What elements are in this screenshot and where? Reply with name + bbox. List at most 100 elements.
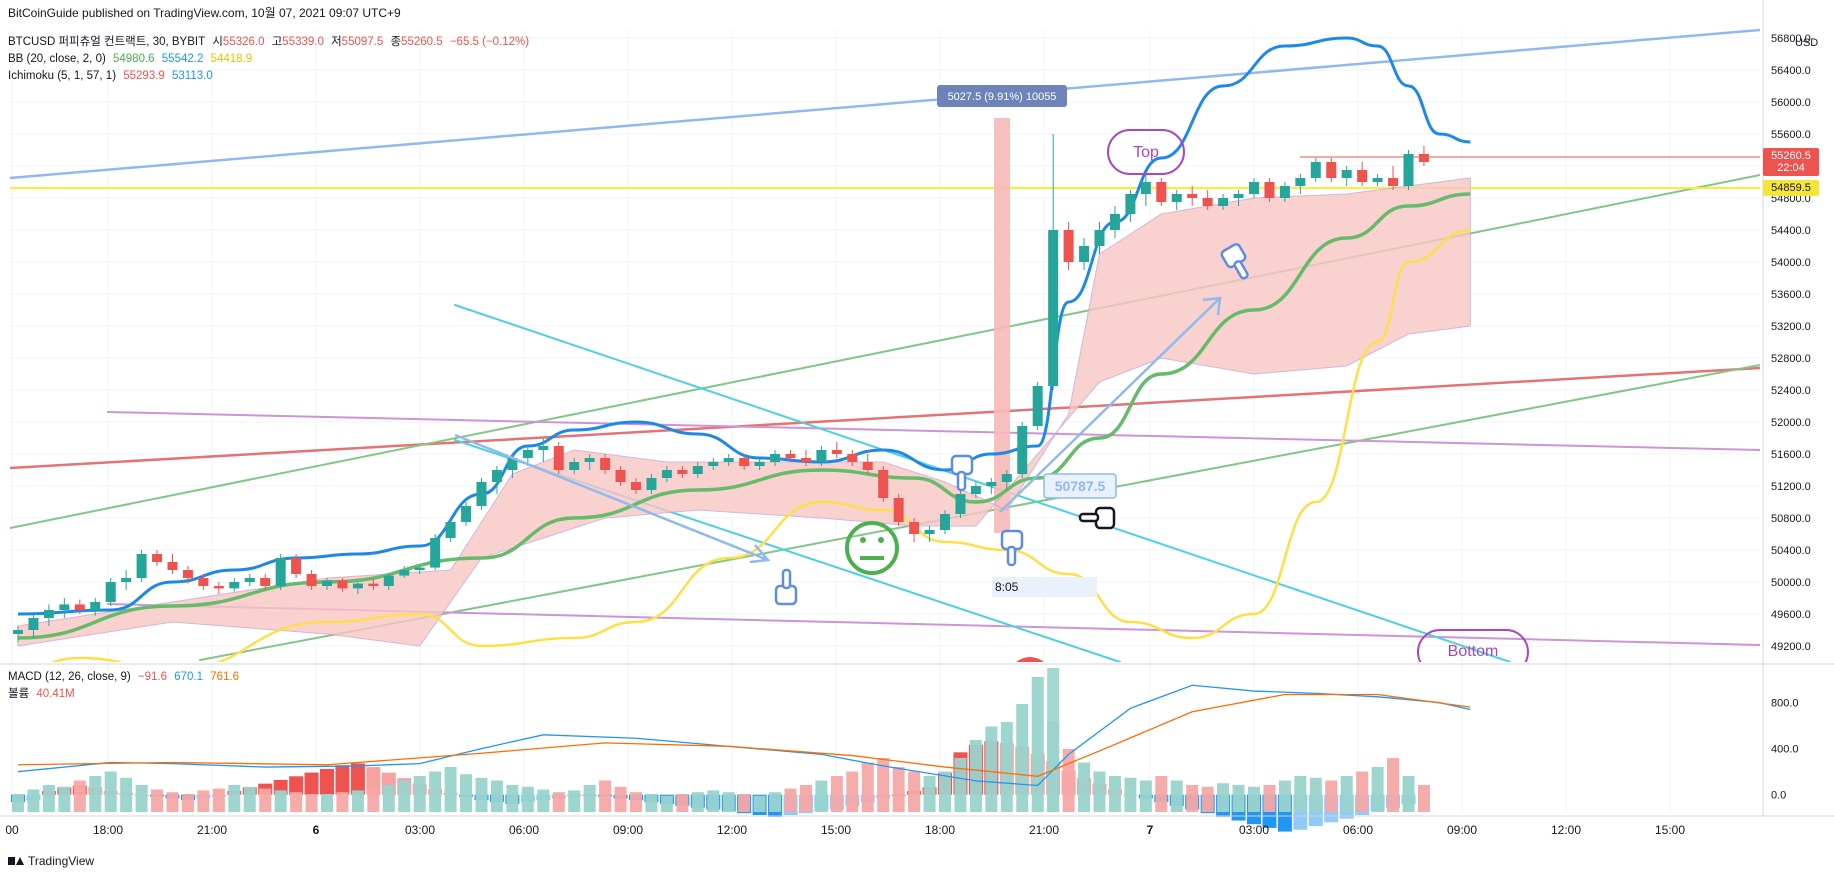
time-tick-label: 09:00 bbox=[613, 823, 643, 837]
candle-body bbox=[229, 582, 240, 589]
candle-body bbox=[723, 458, 734, 462]
price-tick-label: 55600.0 bbox=[1771, 129, 1811, 141]
volume-bar bbox=[42, 785, 55, 812]
time-tick-label: 18:00 bbox=[93, 823, 123, 837]
price-tick-label: 53200.0 bbox=[1771, 321, 1811, 333]
bb-label[interactable]: BB (20, close, 2, 0) bbox=[8, 53, 106, 65]
macd-histogram-bar bbox=[289, 776, 304, 795]
candle-body bbox=[337, 580, 348, 589]
candle-body bbox=[800, 458, 811, 462]
candle-body bbox=[414, 567, 425, 570]
volume-bar bbox=[1340, 776, 1353, 812]
candle-body bbox=[368, 583, 379, 586]
candle-body bbox=[1202, 198, 1213, 206]
volume-bar bbox=[73, 780, 86, 812]
candle-body bbox=[1372, 178, 1383, 182]
candle-body bbox=[1156, 182, 1167, 202]
candle-body bbox=[646, 478, 657, 490]
symbol-line: BTCUSD 퍼피츄얼 컨트랙트, 30, BYBIT 시55326.0 고55… bbox=[8, 35, 533, 49]
candle-body bbox=[352, 583, 363, 589]
volume-spike-bar bbox=[1047, 668, 1060, 812]
price-tick-label: 54800.0 bbox=[1771, 193, 1811, 205]
volume-bar bbox=[27, 789, 40, 812]
volume-bar bbox=[1217, 783, 1230, 812]
macd-label[interactable]: MACD (12, 26, close, 9) bbox=[8, 671, 131, 683]
price-tick-label: 49200.0 bbox=[1771, 641, 1811, 653]
time-tick-label: 03:00 bbox=[405, 823, 435, 837]
candle-body bbox=[739, 458, 750, 466]
time-tick-label: 00 bbox=[5, 823, 19, 837]
volume-bar bbox=[1309, 777, 1322, 812]
candle-body bbox=[770, 454, 781, 462]
bottom-callout-text: Bottom bbox=[1448, 643, 1499, 660]
ohlc-change: −65.5 (−0.12%) bbox=[449, 36, 530, 48]
time-tick-label: 06:00 bbox=[509, 823, 539, 837]
time-tick-label: 21:00 bbox=[197, 823, 227, 837]
measure-range-rect bbox=[994, 118, 1010, 533]
hand-pointer-icon-finger bbox=[781, 568, 792, 590]
candle-body bbox=[1418, 154, 1429, 162]
candle-body bbox=[445, 522, 456, 538]
macd-tick-label: 400.0 bbox=[1771, 744, 1799, 756]
macd-value-signal: 761.6 bbox=[210, 671, 239, 683]
candle-body bbox=[244, 578, 255, 582]
volume-bar bbox=[1387, 758, 1400, 812]
price-tick-label: 54400.0 bbox=[1771, 225, 1811, 237]
time-tick-label: 15:00 bbox=[821, 823, 851, 837]
symbol-name[interactable]: BTCUSD 퍼피츄얼 컨트랙트, 30, BYBIT bbox=[8, 36, 206, 48]
volume-legend: 볼륨 40.41M bbox=[8, 687, 79, 701]
hand-pointer-icon-finger bbox=[956, 470, 967, 492]
candle-body bbox=[986, 482, 997, 486]
candle-body bbox=[322, 580, 332, 586]
arrow-up-head bbox=[1202, 296, 1222, 316]
time-tick-label: 06:00 bbox=[1343, 823, 1373, 837]
candle-body bbox=[476, 482, 487, 506]
macd-histogram-bar bbox=[335, 765, 350, 795]
candle-body bbox=[522, 450, 533, 458]
volume-bar bbox=[1186, 785, 1199, 812]
volume-bar bbox=[1294, 776, 1307, 812]
volume-bar bbox=[460, 774, 473, 812]
volume-bar bbox=[274, 790, 287, 812]
candle-body bbox=[924, 530, 935, 534]
volume-bar bbox=[846, 771, 859, 812]
candle-body bbox=[399, 570, 410, 576]
footer-brand[interactable]: TradingView bbox=[28, 854, 95, 868]
volume-bar bbox=[614, 786, 627, 812]
last-price-tag: 55260.5 22:04 bbox=[1763, 148, 1819, 176]
drawings-front[interactable]: 5027.5 (9.91%) 10055 50787.5 8:05 Top Bottom bbox=[454, 85, 1529, 674]
price-label: 50787.5 bbox=[1055, 478, 1106, 494]
hand-pointer-icon bbox=[1000, 529, 1024, 567]
candle-body bbox=[615, 470, 626, 482]
volume-bar bbox=[1124, 777, 1137, 812]
volume-label[interactable]: 볼륨 bbox=[8, 688, 30, 700]
price-tick-label: 56000.0 bbox=[1771, 97, 1811, 109]
volume-bar bbox=[1093, 771, 1106, 812]
candle-body bbox=[291, 558, 302, 574]
ichimoku-label[interactable]: Ichimoku (5, 1, 57, 1) bbox=[8, 70, 117, 82]
candle-body bbox=[878, 470, 889, 498]
candle-body bbox=[600, 458, 611, 470]
candle-body bbox=[1388, 178, 1399, 186]
volume-bar bbox=[1000, 722, 1013, 812]
macd-histogram-bar bbox=[304, 772, 319, 795]
volume-bar bbox=[506, 785, 519, 812]
volume-bar bbox=[58, 786, 71, 812]
volume-bar bbox=[784, 788, 797, 812]
ohlc-high: 고55339.0 bbox=[271, 36, 324, 48]
volume-bar bbox=[1402, 776, 1415, 812]
footer: TradingView bbox=[8, 854, 94, 868]
measure-label-box bbox=[937, 85, 1067, 107]
macd-pane bbox=[11, 668, 1471, 832]
time-label-box bbox=[992, 577, 1097, 597]
macd-histogram-bar bbox=[366, 767, 381, 795]
time-tick-label: 18:00 bbox=[925, 823, 955, 837]
level-price-tag: 54859.5 bbox=[1763, 180, 1819, 196]
volume-bar bbox=[290, 792, 303, 812]
volume-bar bbox=[104, 771, 117, 812]
trendline-blue bbox=[10, 28, 1760, 180]
volume-bar bbox=[382, 785, 395, 812]
candle-body bbox=[847, 454, 858, 462]
candle-body bbox=[1357, 170, 1368, 182]
